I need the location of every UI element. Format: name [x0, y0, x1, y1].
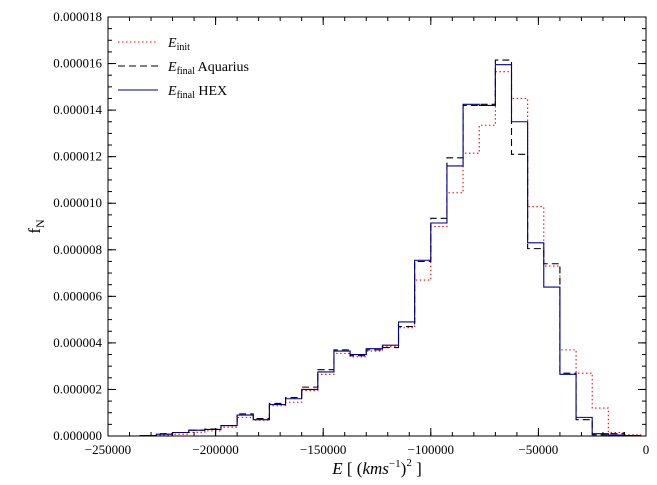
x-tick-label: −100000: [408, 442, 454, 457]
series-line-3: [139, 64, 642, 437]
y-tick-label: 0.000010: [53, 195, 102, 210]
legend-label: Einit: [167, 36, 190, 53]
series-line-2: [139, 59, 642, 437]
legend-label: Efinal Aquarius: [167, 60, 249, 77]
legend-entry-3: Efinal HEX: [118, 84, 227, 101]
y-tick-label: 0.000018: [53, 9, 102, 24]
ticks-layer: −250000 −200000 −150000 −100000 −50000 0 0.000…: [53, 9, 649, 457]
legend-entry-1: Einit: [118, 36, 190, 53]
y-tick-label: 0.000016: [53, 56, 102, 71]
legend-entry-2: Efinal Aquarius: [118, 60, 249, 77]
y-tick-label: 0.000014: [53, 102, 102, 117]
series-layer: [139, 59, 642, 437]
x-tick-label: −150000: [300, 442, 346, 457]
x-tick-label: 0: [643, 442, 650, 457]
y-tick-label: 0.000004: [53, 335, 102, 350]
series-line-1: [139, 71, 642, 437]
y-tick-label: 0.000000: [53, 428, 102, 443]
x-axis-label: E [ (kms−1)2 ]: [331, 457, 421, 478]
x-tick-label: −50000: [518, 442, 558, 457]
labels-layer: E [ (kms−1)2 ] fN: [25, 219, 422, 478]
legend: Einit Efinal Aquarius Efinal HEX: [118, 36, 249, 101]
y-tick-label: 0.000002: [53, 381, 102, 396]
y-tick-label: 0.000008: [53, 242, 102, 257]
x-tick-label: −250000: [85, 442, 131, 457]
y-tick-label: 0.000006: [53, 288, 102, 303]
y-tick-label: 0.000012: [53, 149, 102, 164]
x-tick-label: −200000: [192, 442, 238, 457]
legend-label: Efinal HEX: [167, 84, 227, 101]
y-axis-label: fN: [25, 219, 47, 234]
